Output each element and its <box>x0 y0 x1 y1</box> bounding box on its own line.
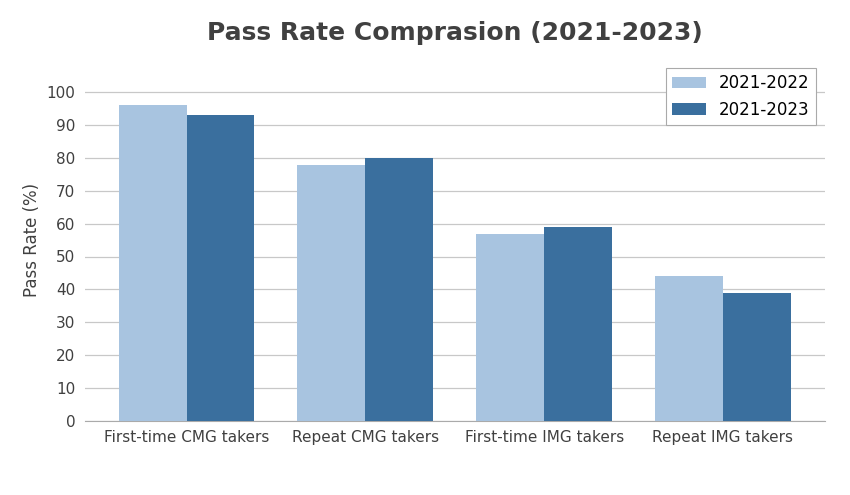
Bar <box>655 276 723 421</box>
Title: Pass Rate Comprasion (2021-2023): Pass Rate Comprasion (2021-2023) <box>207 21 703 45</box>
Bar <box>476 234 544 421</box>
Bar <box>119 105 186 421</box>
Legend: 2021-2022, 2021-2023: 2021-2022, 2021-2023 <box>666 68 816 125</box>
Bar <box>366 158 434 421</box>
Bar <box>544 227 612 421</box>
Bar <box>723 293 791 421</box>
Bar <box>298 164 366 421</box>
Y-axis label: Pass Rate (%): Pass Rate (%) <box>23 183 41 297</box>
Bar <box>186 115 254 421</box>
